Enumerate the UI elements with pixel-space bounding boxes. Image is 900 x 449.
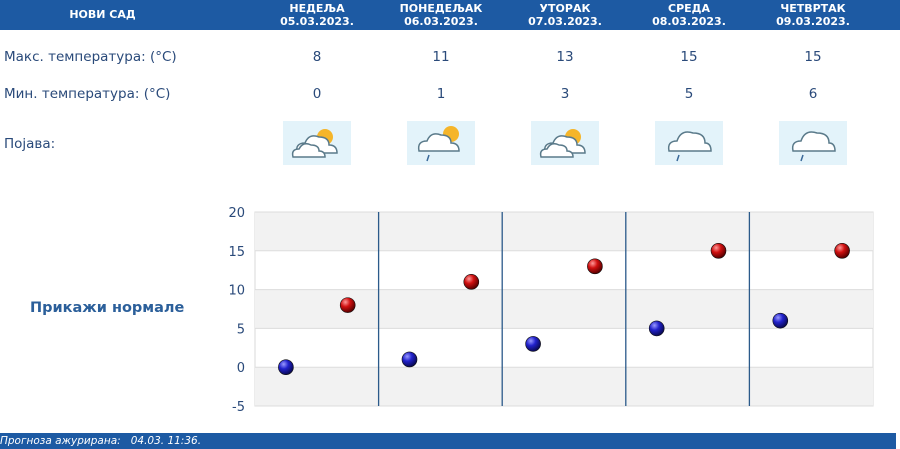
day-name: ЧЕТВРТАК	[780, 2, 846, 15]
min-temp-point	[648, 320, 665, 337]
min-temp-value: 0	[312, 86, 322, 102]
max-temp-point	[834, 243, 850, 259]
min-temp-point	[401, 351, 418, 368]
min-temp-value: 3	[560, 86, 570, 102]
max-temp-value: 11	[432, 49, 450, 65]
y-tick-label: 0	[237, 361, 245, 376]
y-tick-label: 10	[228, 284, 245, 299]
partly-cloudy-icon	[283, 121, 351, 165]
day-name: ПОНЕДЕЉАК	[399, 2, 483, 15]
grid-band	[255, 289, 873, 329]
day-header-2: ПОНЕДЕЉАК 06.03.2023.	[379, 2, 503, 28]
day-name: СРЕДА	[668, 2, 710, 15]
max-temp-point	[463, 274, 480, 290]
day-header-1: НЕДЕЉА 05.03.2023.	[255, 2, 379, 28]
max-temp-value: 15	[804, 49, 822, 65]
max-temp-value: 8	[312, 49, 322, 65]
day-date: 07.03.2023.	[528, 15, 602, 28]
y-tick-label: 5	[237, 322, 245, 337]
update-footer: Прогноза ажурирана: 04.03. 11:36.	[0, 433, 896, 449]
cloud-rain-icon	[779, 121, 847, 165]
max-temp-value: 15	[680, 49, 698, 65]
min-temp-value: 5	[684, 86, 694, 102]
day-date: 06.03.2023.	[404, 15, 478, 28]
min-temp-value: 1	[436, 86, 446, 102]
day-date: 05.03.2023.	[280, 15, 354, 28]
day-name: УТОРАК	[539, 2, 591, 15]
max-temp-point	[339, 297, 356, 313]
max-temp-value: 13	[556, 49, 574, 65]
day-header-3: УТОРАК 07.03.2023.	[503, 2, 627, 28]
day-date: 09.03.2023.	[776, 15, 850, 28]
grid-band	[255, 212, 873, 251]
update-label: Прогноза ажурирана:	[0, 435, 128, 447]
min-temp-point	[772, 312, 789, 329]
update-time: 04.03. 11:36.	[130, 435, 202, 447]
min-temp-point	[278, 359, 294, 376]
max-temp-point	[587, 258, 603, 275]
y-tick-label: 20	[228, 206, 245, 221]
day-header-5: ЧЕТВРТАК 09.03.2023.	[751, 2, 875, 28]
max-temp-label: Макс. температура: (°C)	[4, 49, 177, 65]
city-name: НОВИ САД	[69, 8, 136, 21]
day-name: НЕДЕЉА	[289, 2, 345, 15]
grid-band	[255, 367, 873, 406]
max-temp-point	[710, 243, 727, 259]
min-temp-label: Мин. температура: (°C)	[4, 86, 171, 102]
day-header-4: СРЕДА 08.03.2023.	[627, 2, 751, 28]
show-normals-link[interactable]: Прикажи нормале	[30, 300, 185, 316]
forecast-header: НОВИ САД НЕДЕЉА 05.03.2023. ПОНЕДЕЉАК 06…	[0, 0, 900, 30]
min-temp-point	[525, 336, 541, 352]
partly-cloudy-rain-icon	[407, 121, 475, 165]
partly-cloudy-icon	[531, 121, 599, 165]
y-tick-label: 15	[228, 245, 245, 260]
phenomenon-label: Појава:	[4, 136, 56, 152]
y-tick-label: -5	[232, 400, 245, 415]
min-temp-value: 6	[808, 86, 818, 102]
day-date: 08.03.2023.	[652, 15, 726, 28]
cloud-rain-icon	[655, 121, 723, 165]
